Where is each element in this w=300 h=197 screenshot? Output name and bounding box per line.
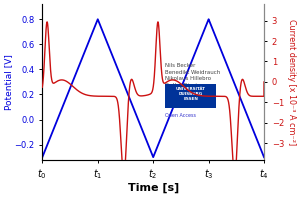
- FancyBboxPatch shape: [165, 84, 216, 108]
- Text: Nils Becker
Benedikt Weidrauch
Nikolaus Hillebro
Detlef Diesing: Nils Becker Benedikt Weidrauch Nikolaus …: [165, 63, 220, 88]
- X-axis label: Time [s]: Time [s]: [128, 183, 179, 193]
- Y-axis label: Potential [V]: Potential [V]: [4, 54, 13, 110]
- Text: Open Access: Open Access: [165, 113, 196, 118]
- Text: UNIVERSITÄT
DUISBURG
ESSEN: UNIVERSITÄT DUISBURG ESSEN: [176, 87, 206, 101]
- Y-axis label: Current density [x 10⁻³ A cm⁻²]: Current density [x 10⁻³ A cm⁻²]: [287, 19, 296, 145]
